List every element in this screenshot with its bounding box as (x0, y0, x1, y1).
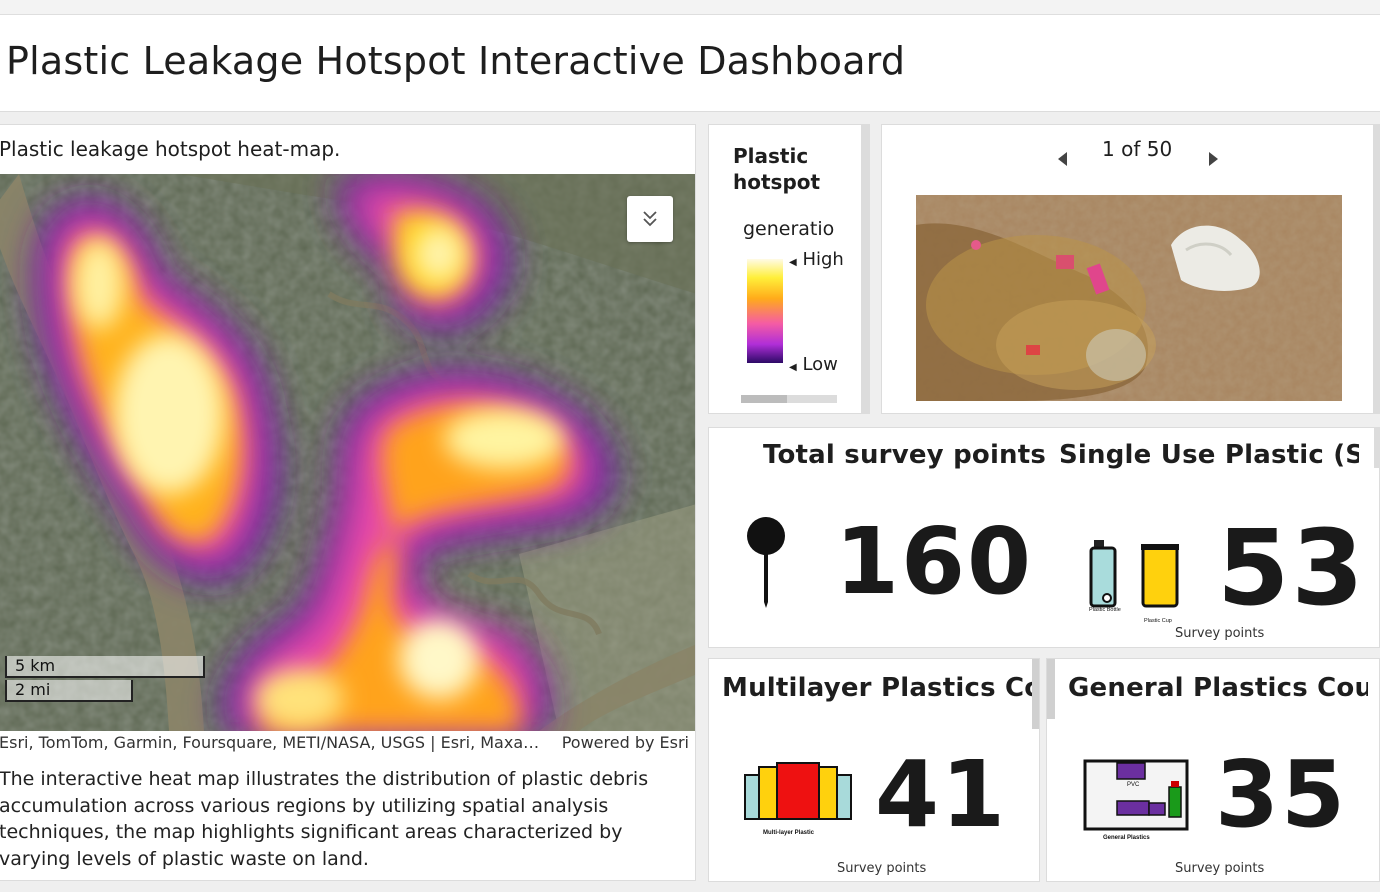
legend-vertical-scrollbar[interactable] (861, 125, 869, 413)
general-plastics-caption: General Plastics (1103, 835, 1150, 841)
sup-subtitle: Survey points (1175, 626, 1265, 641)
multilayer-subtitle: Survey points (837, 861, 927, 876)
general-plastics-subtitle: Survey points (1175, 861, 1265, 876)
photo-gallery-panel: 1 of 50 (881, 124, 1380, 414)
map-panel: Plastic leakage hotspot heat-map. (0, 124, 696, 881)
multilayer-caption: Multi-layer Plastic (763, 830, 815, 836)
plastic-bottle-cup-icon: Plastic Bottle Plastic Cup (1089, 540, 1179, 624)
survey-photo[interactable] (916, 195, 1342, 401)
multilayer-count-title: Multilayer Plastics Count (722, 673, 1032, 703)
legend-high-text: High (802, 249, 844, 270)
sup-count-value: 53 (1217, 507, 1366, 629)
attribution-text[interactable]: Esri, TomTom, Garmin, Foursquare, METI/N… (0, 733, 540, 752)
next-arrow-icon[interactable] (1209, 152, 1218, 166)
legend-field-name: generatio (743, 218, 835, 240)
pager-count: 1 of 50 (1102, 137, 1173, 161)
general-plastics-scrollbar[interactable] (1047, 659, 1055, 719)
legend-title: Plastic hotspot (733, 144, 821, 194)
general-plastics-icon: PVC General Plastics (1083, 759, 1189, 841)
map-heading: Plastic leakage hotspot heat-map. (0, 137, 341, 161)
gallery-pager: 1 of 50 (1058, 137, 1218, 166)
legend-horizontal-scrollbar[interactable] (741, 395, 837, 403)
legend-high-label: ◀ High (789, 249, 844, 270)
dashboard-header: Plastic Leakage Hotspot Interactive Dash… (0, 15, 1380, 112)
survey-stats-panel: Total survey points 160 Single Use Plast… (708, 427, 1380, 648)
map-pin-icon (747, 517, 785, 608)
sup-title-clip (1059, 440, 1359, 492)
plastic-bottle-caption: Plastic Bottle (1089, 607, 1121, 613)
multilayer-plastic-icon: Multi-layer Plastic (744, 762, 852, 836)
legend-low-text: Low (802, 354, 838, 375)
plastic-cup-caption: Plastic Cup (1144, 618, 1172, 624)
general-plastics-value: 35 (1215, 741, 1348, 848)
powered-by-esri-link[interactable]: Powered by Esri (561, 733, 689, 752)
multilayer-plastics-panel: Multilayer Plastics Count Multi-layer Pl… (708, 658, 1040, 882)
legend-panel: Plastic hotspot generatio ◀ High ◀ Low (708, 124, 870, 414)
scale-bar-km: 5 km (5, 656, 205, 678)
legend-color-ramp (747, 259, 783, 363)
total-survey-points-value: 160 (835, 508, 1034, 615)
gallery-vertical-scrollbar[interactable] (1373, 125, 1379, 413)
multilayer-count-value: 41 (875, 741, 1008, 848)
legend-low-label: ◀ Low (789, 354, 838, 375)
heat-map[interactable]: 5 km 2 mi (0, 174, 696, 731)
litter-photo-image (916, 195, 1342, 401)
expand-map-button[interactable] (627, 196, 673, 242)
heat-map-canvas[interactable] (0, 174, 696, 731)
chevron-double-down-icon (643, 211, 657, 227)
stats-scrollbar[interactable] (1374, 428, 1379, 468)
map-attribution: Esri, TomTom, Garmin, Foursquare, METI/N… (0, 732, 695, 754)
pvc-caption: PVC (1127, 782, 1140, 788)
previous-arrow-icon[interactable] (1058, 152, 1067, 166)
browser-top-strip (0, 0, 1380, 15)
map-description: The interactive heat map illustrates the… (0, 768, 649, 870)
scale-bar-mi: 2 mi (5, 680, 133, 702)
general-plastics-panel: General Plastics Count PVC General Plast… (1046, 658, 1380, 882)
total-survey-points-title: Total survey points (763, 440, 1047, 470)
page-title: Plastic Leakage Hotspot Interactive Dash… (6, 39, 906, 83)
sup-count-title: Single Use Plastic (SUP) Count (1059, 440, 1359, 494)
sup-count-title-text: Single Use Plastic (SUP) Count (1059, 440, 1359, 470)
multilayer-scrollbar[interactable] (1032, 659, 1039, 729)
general-plastics-title: General Plastics Count (1068, 673, 1368, 703)
scrollbar-thumb[interactable] (741, 395, 787, 403)
